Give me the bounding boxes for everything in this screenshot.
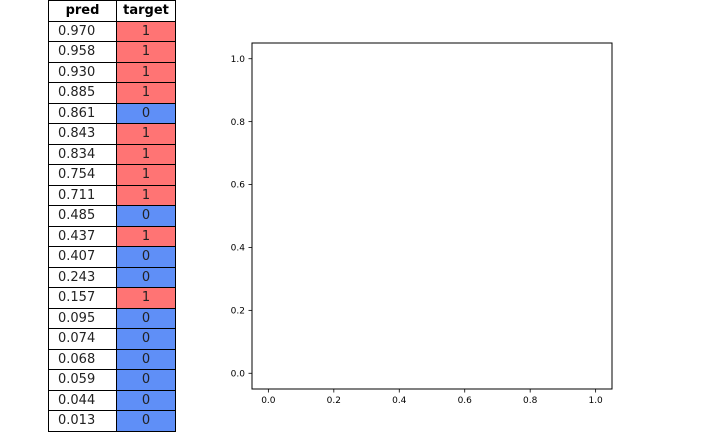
table-row: 0.044 0: [48, 389, 176, 411]
x-axis: 0.0 0.2 0.4 0.6 0.8 1.0: [261, 389, 603, 406]
y-tick-label: 0.6: [231, 181, 246, 191]
y-tick-label: 0.8: [231, 118, 246, 128]
table-body: 0.970 1 0.958 1 0.930 1 0.885 1 0.861 0 0.843 1 0.83…: [48, 20, 176, 432]
pred-cell: 0.059: [48, 369, 117, 391]
x-tick-label: 1.0: [588, 396, 603, 406]
pred-cell: 0.068: [48, 348, 117, 370]
pred-cell: 0.754: [48, 164, 117, 186]
pred-cell: 0.885: [48, 82, 117, 104]
table-row: 0.885 1: [48, 82, 176, 104]
table-row: 0.059 0: [48, 369, 176, 391]
table-row: 0.074 0: [48, 328, 176, 350]
pred-cell: 0.407: [48, 246, 117, 268]
pred-cell: 0.243: [48, 266, 117, 288]
target-cell: 0: [116, 328, 176, 350]
table-row: 0.861 0: [48, 102, 176, 124]
prediction-table: pred target 0.970 1 0.958 1 0.930 1 0.885 1 0.86…: [48, 0, 176, 432]
table-row: 0.843 1: [48, 123, 176, 145]
table-row: 0.970 1: [48, 20, 176, 42]
pred-cell: 0.843: [48, 123, 117, 145]
pred-cell: 0.485: [48, 205, 117, 227]
pred-cell: 0.095: [48, 307, 117, 329]
pred-cell: 0.970: [48, 20, 117, 42]
y-axis: 0.0 0.2 0.4 0.6 0.8 1.0: [231, 55, 252, 379]
x-tick-label: 0.6: [458, 396, 473, 406]
target-cell: 1: [116, 41, 176, 63]
x-tick-label: 0.2: [327, 396, 341, 406]
target-cell: 1: [116, 143, 176, 165]
pred-cell: 0.834: [48, 143, 117, 165]
table-header-row: pred target: [48, 0, 176, 22]
x-tick-label: 0.8: [523, 396, 538, 406]
pred-cell: 0.437: [48, 225, 117, 247]
target-cell: 1: [116, 61, 176, 83]
pred-cell: 0.958: [48, 41, 117, 63]
target-cell: 1: [116, 287, 176, 309]
target-cell: 0: [116, 266, 176, 288]
table-row: 0.437 1: [48, 225, 176, 247]
table-row: 0.068 0: [48, 348, 176, 370]
target-cell: 0: [116, 389, 176, 411]
header-target: target: [116, 0, 176, 22]
pred-cell: 0.157: [48, 287, 117, 309]
table-row: 0.711 1: [48, 184, 176, 206]
table-row: 0.095 0: [48, 307, 176, 329]
table-row: 0.834 1: [48, 143, 176, 165]
y-tick-label: 0.2: [231, 307, 245, 317]
y-tick-label: 1.0: [231, 55, 246, 65]
table-row: 0.243 0: [48, 266, 176, 288]
table-row: 0.407 0: [48, 246, 176, 268]
target-cell: 0: [116, 102, 176, 124]
pred-cell: 0.711: [48, 184, 117, 206]
y-tick-label: 0.4: [231, 244, 246, 254]
pred-cell: 0.044: [48, 389, 117, 411]
target-cell: 0: [116, 348, 176, 370]
target-cell: 1: [116, 123, 176, 145]
table-row: 0.958 1: [48, 41, 176, 63]
target-cell: 0: [116, 410, 176, 432]
pred-cell: 0.074: [48, 328, 117, 350]
x-tick-label: 0.0: [261, 396, 276, 406]
table-row: 0.157 1: [48, 287, 176, 309]
table-row: 0.013 0: [48, 410, 176, 432]
pred-cell: 0.013: [48, 410, 117, 432]
x-tick-label: 0.4: [392, 396, 407, 406]
y-tick-label: 0.0: [231, 369, 246, 379]
target-cell: 1: [116, 82, 176, 104]
table-row: 0.754 1: [48, 164, 176, 186]
plot-frame: [251, 42, 613, 390]
header-pred: pred: [48, 0, 117, 22]
target-cell: 1: [116, 164, 176, 186]
